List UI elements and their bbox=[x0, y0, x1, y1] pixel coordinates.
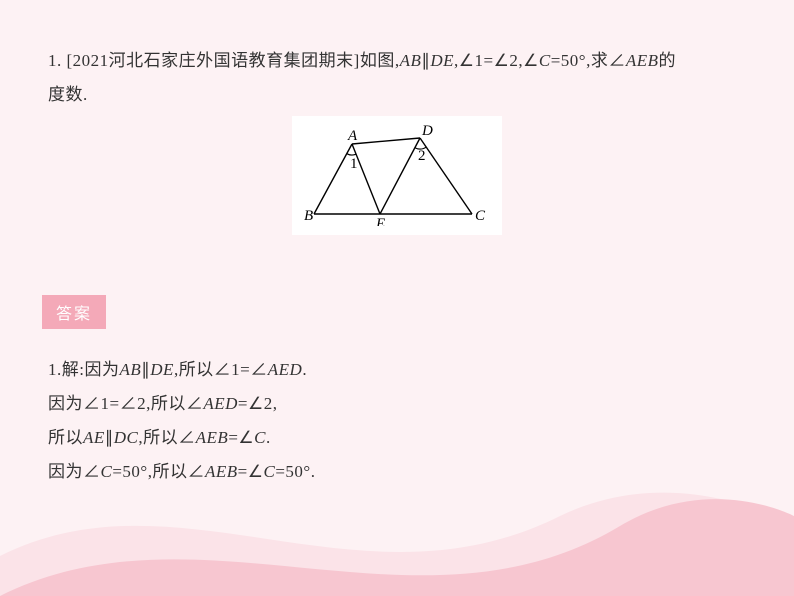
a2b: AED bbox=[203, 394, 238, 413]
a4c: =50°,所以∠ bbox=[112, 462, 205, 481]
a4b: C bbox=[101, 462, 113, 481]
question-line-2: 度数. bbox=[48, 78, 746, 112]
a3d: DC bbox=[114, 428, 139, 447]
svg-text:2: 2 bbox=[418, 148, 426, 164]
geometry-figure: A D B E C 1 2 bbox=[302, 122, 492, 226]
q-end: 的 bbox=[658, 51, 676, 70]
question-line-1: 1. [2021河北石家庄外国语教育集团期末]如图,AB∥DE,∠1=∠2,∠C… bbox=[48, 44, 746, 78]
figure-box: A D B E C 1 2 bbox=[292, 116, 502, 235]
a4f: C bbox=[263, 462, 275, 481]
a3i: . bbox=[266, 428, 271, 447]
a3g: =∠ bbox=[228, 428, 254, 447]
q-de: DE bbox=[430, 51, 454, 70]
answer-area: 1.解:因为AB∥DE,所以∠1=∠AED. 因为∠1=∠2,所以∠AED=∠2… bbox=[0, 329, 794, 489]
svg-text:E: E bbox=[375, 216, 385, 226]
q-mid2: =50°,求∠ bbox=[551, 51, 626, 70]
q-mid: ,∠1=∠2,∠ bbox=[454, 51, 539, 70]
q-c: C bbox=[539, 51, 551, 70]
svg-text:C: C bbox=[475, 208, 486, 224]
a1f: AED bbox=[268, 360, 303, 379]
a4e: =∠ bbox=[238, 462, 264, 481]
a4g: =50°. bbox=[275, 462, 315, 481]
a1d: DE bbox=[150, 360, 174, 379]
figure-wrap: A D B E C 1 2 bbox=[48, 116, 746, 235]
svg-text:B: B bbox=[304, 208, 313, 224]
a1b: AB bbox=[119, 360, 141, 379]
a1g: . bbox=[302, 360, 307, 379]
svg-text:D: D bbox=[421, 123, 433, 139]
a1c: ∥ bbox=[141, 360, 150, 379]
a3e: ,所以∠ bbox=[138, 428, 195, 447]
a3f: AEB bbox=[196, 428, 229, 447]
answer-line-3: 所以AE∥DC,所以∠AEB=∠C. bbox=[48, 421, 746, 455]
q-aeb: AEB bbox=[626, 51, 659, 70]
a3h: C bbox=[254, 428, 266, 447]
svg-text:1: 1 bbox=[350, 156, 358, 172]
a2c: =∠2, bbox=[238, 394, 278, 413]
q-ab: AB bbox=[400, 51, 422, 70]
question-area: 1. [2021河北石家庄外国语教育集团期末]如图,AB∥DE,∠1=∠2,∠C… bbox=[0, 0, 794, 235]
answer-badge: 答案 bbox=[42, 295, 106, 329]
a4a: 因为∠ bbox=[48, 462, 101, 481]
a3a: 所以 bbox=[48, 428, 83, 447]
a3c: ∥ bbox=[105, 428, 114, 447]
a1a: 1.解:因为 bbox=[48, 360, 119, 379]
answer-line-2: 因为∠1=∠2,所以∠AED=∠2, bbox=[48, 387, 746, 421]
svg-text:A: A bbox=[347, 128, 358, 144]
a3b: AE bbox=[83, 428, 105, 447]
a1e: ,所以∠1=∠ bbox=[174, 360, 268, 379]
q-prefix: 1. [2021河北石家庄外国语教育集团期末]如图, bbox=[48, 51, 400, 70]
answer-line-1: 1.解:因为AB∥DE,所以∠1=∠AED. bbox=[48, 353, 746, 387]
answer-line-4: 因为∠C=50°,所以∠AEB=∠C=50°. bbox=[48, 455, 746, 489]
a2a: 因为∠1=∠2,所以∠ bbox=[48, 394, 203, 413]
a4d: AEB bbox=[205, 462, 238, 481]
q-par: ∥ bbox=[421, 51, 430, 70]
